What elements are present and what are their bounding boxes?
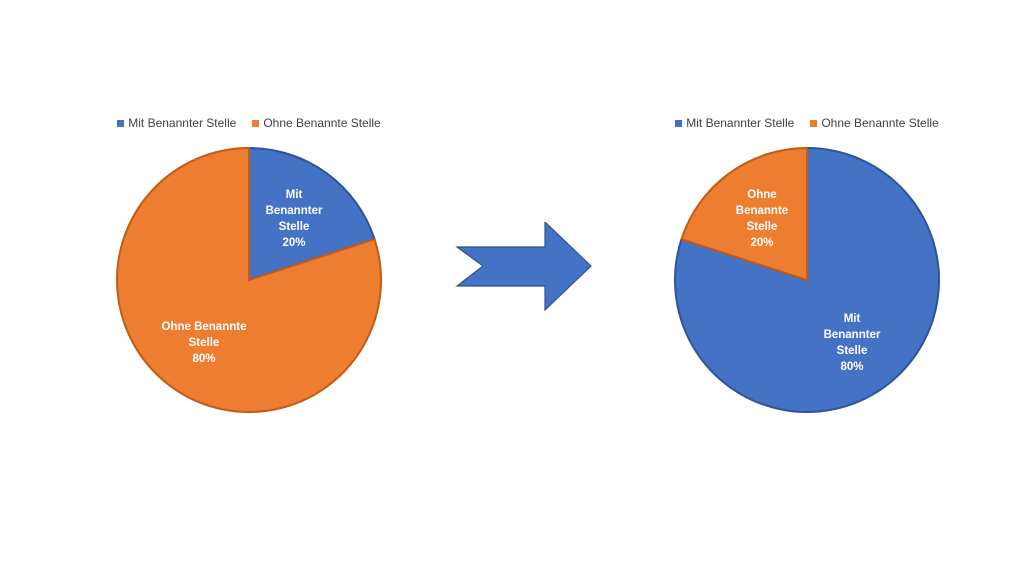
legend-item-mit: Mit Benannter Stelle <box>117 116 236 130</box>
legend-swatch-ohne <box>252 119 260 127</box>
slice-category-label: Mit <box>286 189 303 201</box>
pie-plot: Mit Benannter Stelle 80% Ohne Benannte Stelle 2… <box>674 146 940 413</box>
slice-label-ohne: Ohne Benannte Stelle 20% <box>736 189 788 249</box>
legend: Mit Benannter Stelle Ohne Benannte Stell… <box>657 116 957 130</box>
slice-label-ohne: Ohne Benannte Stelle 80% <box>162 321 247 365</box>
legend-swatch-mit <box>675 119 683 127</box>
slice-category-label: Ohne Benannte <box>162 321 247 333</box>
legend-swatch-mit <box>117 119 125 127</box>
pie-slice-mit <box>248 146 376 282</box>
slice-percent-label: 20% <box>282 237 305 249</box>
pie-chart-before: Mit Benannter Stelle Ohne Benannte Stell… <box>99 110 399 420</box>
legend-item-ohne: Ohne Benannte Stelle <box>810 116 939 130</box>
slice-category-label: Stelle <box>837 345 868 357</box>
legend: Mit Benannter Stelle Ohne Benannte Stell… <box>99 116 399 130</box>
legend-item-ohne: Ohne Benannte Stelle <box>252 116 381 130</box>
slice-category-label: Benannte <box>736 205 788 217</box>
slice-percent-label: 20% <box>750 237 773 249</box>
legend-swatch-ohne <box>810 119 818 127</box>
slice-category-label: Benannter <box>266 205 323 217</box>
pie-plot: Mit Benannter Stelle 20% Ohne Benannte Stelle… <box>116 146 382 413</box>
slice-category-label: Stelle <box>189 337 220 349</box>
legend-item-mit: Mit Benannter Stelle <box>675 116 794 130</box>
slice-category-label: Stelle <box>747 221 778 233</box>
legend-label-mit: Mit Benannter Stelle <box>686 116 795 130</box>
slice-label-mit: Mit Benannter Stelle 20% <box>266 189 323 249</box>
slice-category-label: Benannter <box>824 329 881 341</box>
pie-chart-after: Mit Benannter Stelle Ohne Benannte Stell… <box>657 110 957 420</box>
legend-label-ohne: Ohne Benannte Stelle <box>821 116 939 130</box>
slice-percent-label: 80% <box>192 353 215 365</box>
legend-label-mit: Mit Benannter Stelle <box>128 116 237 130</box>
legend-label-ohne: Ohne Benannte Stelle <box>263 116 381 130</box>
slice-percent-label: 80% <box>840 361 863 373</box>
pie-slice-ohne <box>680 146 808 282</box>
slice-category-label: Ohne <box>747 189 776 201</box>
slice-category-label: Mit <box>844 313 861 325</box>
slice-label-mit: Mit Benannter Stelle 80% <box>824 313 881 373</box>
right-arrow-icon <box>455 222 592 312</box>
pie-slice-ohne <box>116 146 382 413</box>
slice-category-label: Stelle <box>279 221 310 233</box>
